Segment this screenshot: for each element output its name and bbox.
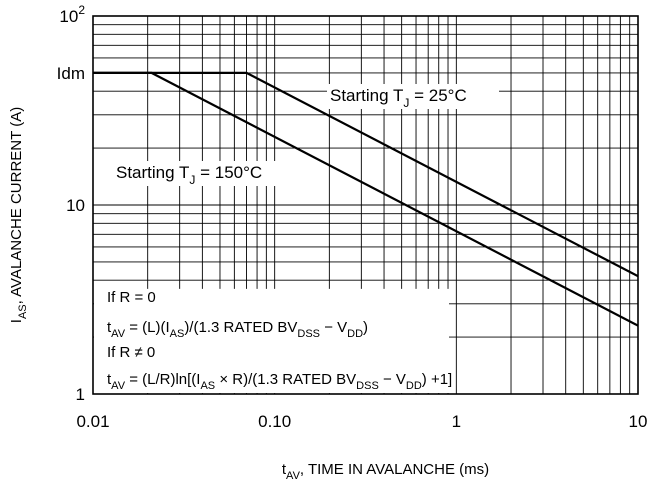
y-tick-label: 10 xyxy=(66,196,85,215)
curve-label-background xyxy=(327,84,499,109)
formula-note-line: tAV = (L/R)ln[(IAS × R)/(1.3 RATED BVDSS… xyxy=(107,371,452,392)
plot-border xyxy=(92,15,639,395)
plot-frame xyxy=(92,15,639,395)
x-tick-label: 0.01 xyxy=(76,412,109,431)
y-marker-label-idm: Idm xyxy=(57,64,85,83)
axis-titles: tAV, TIME IN AVALANCHE (ms) IAS, AVALANCH… xyxy=(8,107,489,482)
formula-notes: If R = 0 tAV = (L)(IAS)/(1.3 RATED BVDSS … xyxy=(107,289,452,392)
formula-note-line: If R ≠ 0 xyxy=(107,344,155,361)
notes-background xyxy=(94,288,449,393)
x-axis-title: tAV, TIME IN AVALANCHE (ms) xyxy=(282,461,489,482)
formula-note-line: tAV = (L)(IAS)/(1.3 RATED BVDSS − VDD) xyxy=(107,319,368,340)
x-tick-label: 0.10 xyxy=(258,412,291,431)
formula-note-line: If R = 0 xyxy=(107,289,156,306)
curves xyxy=(93,71,639,327)
tick-labels: 0.01 0.10 1 10 1 10 102 Idm xyxy=(57,3,648,431)
curve-label-tj-25c: Starting TJ = 25°C xyxy=(330,86,467,110)
y-tick-label: 102 xyxy=(59,3,85,26)
y-tick-label: 1 xyxy=(76,385,85,404)
x-tick-label: 1 xyxy=(452,412,461,431)
annotation-background xyxy=(94,288,449,393)
curve-labels: Starting TJ = 25°C Starting TJ = 150°C xyxy=(113,84,499,187)
x-tick-label: 10 xyxy=(629,412,648,431)
curve-label-background xyxy=(113,161,301,186)
curve-label-tj-150c: Starting TJ = 150°C xyxy=(116,163,262,187)
y-axis-title: IAS, AVALANCHE CURRENT (A) xyxy=(8,107,29,323)
curve-line-tj-150c xyxy=(93,71,639,327)
